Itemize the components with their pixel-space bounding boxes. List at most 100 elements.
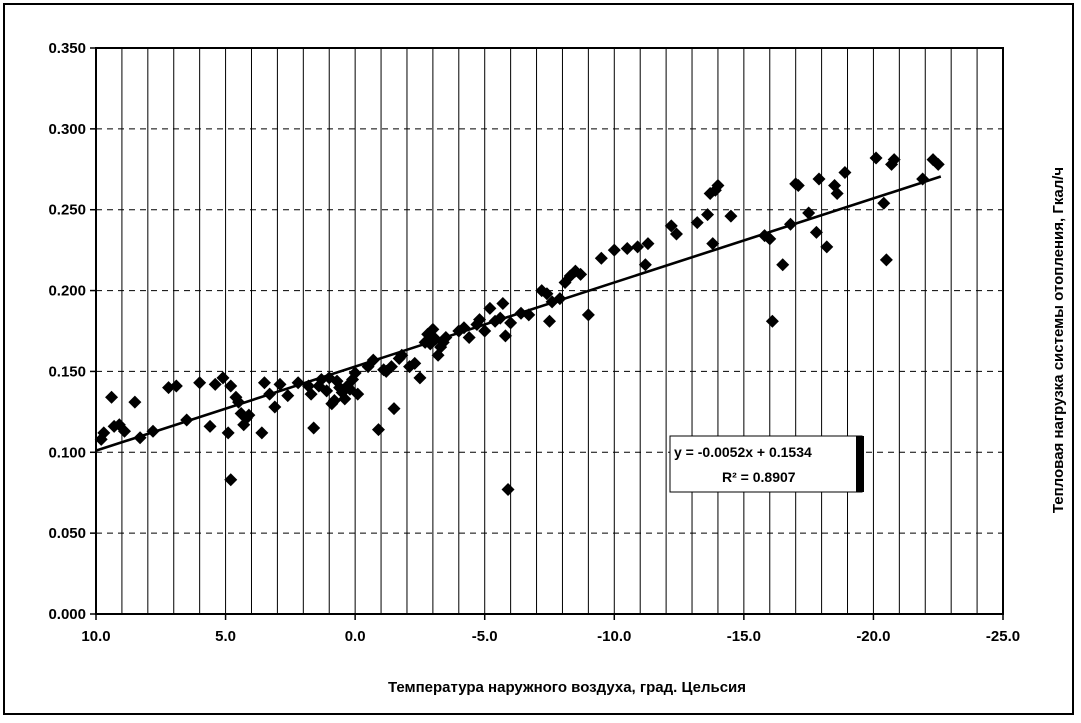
x-tick-label: -10.0: [597, 628, 631, 645]
data-point: [641, 237, 655, 251]
y-tick-label: 0.000: [48, 606, 86, 623]
data-point: [387, 402, 401, 416]
data-point: [543, 314, 556, 328]
data-point: [128, 395, 142, 409]
data-point: [483, 301, 497, 315]
data-point: [493, 311, 507, 325]
data-point: [887, 153, 901, 167]
y-tick-label: 0.200: [48, 283, 86, 300]
data-point: [711, 178, 725, 192]
data-point: [669, 227, 683, 241]
data-point: [384, 360, 398, 374]
data-point: [830, 187, 844, 201]
outer-border: [3, 3, 1074, 715]
data-point: [869, 151, 883, 165]
y-axis-ticks: 0.000 0.050 0.100 0.150 0.200 0.250 0.300 0.350: [48, 40, 96, 623]
trendline-r2: R² = 0.8907: [722, 469, 796, 485]
data-point: [281, 389, 295, 403]
data-point: [879, 253, 893, 267]
y-axis-title: Тепловая нагрузка системы отопления, Гка…: [1050, 167, 1067, 513]
data-point: [133, 431, 147, 445]
data-point: [553, 292, 567, 306]
y-tick-label: 0.100: [48, 444, 86, 461]
data-point: [146, 424, 160, 438]
x-axis-ticks: 10.0 5.0 0.0 -5.0 -10.0 -15.0 -20.0 -25.0: [81, 614, 1020, 645]
data-point: [776, 258, 790, 272]
data-point: [327, 394, 341, 408]
data-point: [812, 172, 826, 186]
trendline-equation: y = -0.0052x + 0.1534: [674, 444, 812, 460]
data-point: [320, 384, 334, 398]
data-point: [338, 392, 352, 406]
data-point: [607, 243, 621, 257]
data-point: [498, 329, 512, 343]
y-tick-label: 0.250: [48, 202, 86, 219]
plot-area: [95, 47, 1004, 615]
y-tick-label: 0.150: [48, 363, 86, 380]
data-point: [638, 258, 652, 272]
x-axis-title: Температура наружного воздуха, град. Цел…: [388, 679, 746, 696]
data-point: [263, 387, 277, 401]
data-point: [724, 209, 738, 223]
data-points: [94, 151, 945, 496]
data-point: [765, 314, 779, 328]
data-point: [916, 172, 930, 186]
data-point: [574, 267, 588, 281]
data-point: [522, 308, 536, 322]
data-point: [478, 324, 492, 338]
data-point: [701, 208, 715, 222]
data-point: [257, 376, 271, 390]
data-point: [224, 473, 238, 487]
data-point: [242, 408, 256, 422]
data-point: [180, 413, 194, 427]
x-tick-label: 10.0: [81, 628, 110, 645]
x-tick-label: -25.0: [986, 628, 1020, 645]
data-point: [496, 297, 510, 311]
data-point: [371, 423, 385, 437]
x-tick-label: -5.0: [472, 628, 498, 645]
data-point: [348, 366, 362, 380]
data-point: [224, 379, 238, 393]
data-point: [664, 219, 678, 233]
data-point: [457, 321, 471, 335]
data-point: [439, 330, 453, 344]
data-point: [809, 225, 823, 239]
data-point: [413, 371, 427, 385]
data-point: [193, 376, 207, 390]
x-tick-label: 5.0: [215, 628, 236, 645]
data-point: [105, 390, 119, 404]
data-point: [307, 421, 321, 435]
data-point: [690, 216, 704, 230]
data-point: [594, 251, 608, 265]
data-point: [366, 353, 380, 367]
data-point: [473, 313, 487, 327]
x-tick-label: -15.0: [727, 628, 761, 645]
data-point: [540, 287, 554, 301]
data-point: [931, 157, 945, 171]
data-point: [255, 426, 269, 440]
data-point: [877, 196, 891, 210]
data-point: [706, 237, 720, 251]
y-tick-label: 0.350: [48, 40, 86, 57]
x-tick-label: 0.0: [345, 628, 366, 645]
data-point: [791, 178, 805, 192]
data-point: [208, 377, 222, 391]
data-point: [395, 348, 409, 362]
data-point: [203, 419, 217, 433]
equation-box: y = -0.0052x + 0.1534 R² = 0.8907: [669, 435, 864, 493]
data-point: [802, 206, 816, 220]
data-point: [784, 217, 798, 231]
data-point: [504, 316, 518, 330]
data-point: [581, 308, 595, 322]
data-point: [273, 377, 287, 391]
data-point: [351, 387, 365, 401]
data-point: [408, 356, 422, 370]
data-point: [763, 232, 777, 246]
x-tick-label: -20.0: [856, 628, 890, 645]
data-point: [501, 482, 515, 496]
data-point: [118, 424, 132, 438]
data-point: [631, 240, 645, 254]
data-point: [304, 387, 318, 401]
y-tick-label: 0.300: [48, 121, 86, 138]
